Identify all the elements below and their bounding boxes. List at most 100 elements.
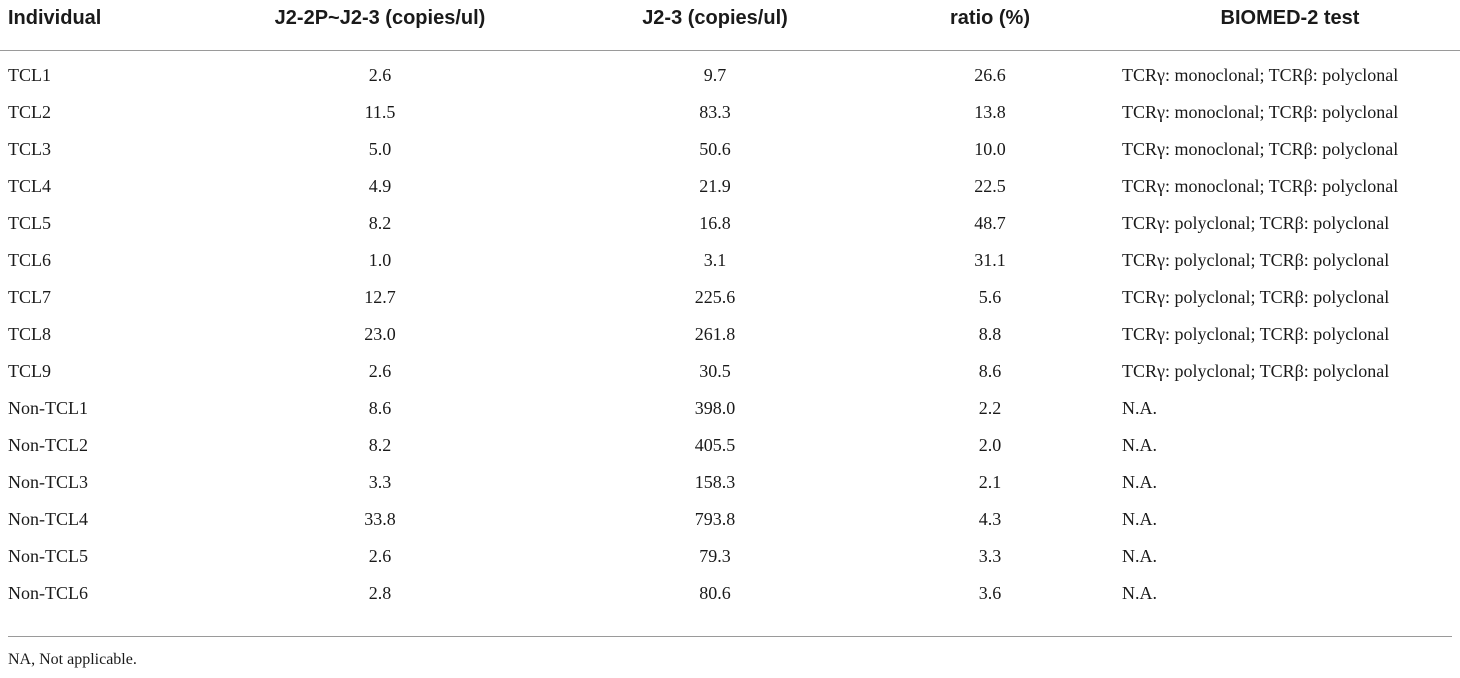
cell-ratio: 13.8: [974, 102, 1006, 122]
cell-ratio: 22.5: [974, 176, 1006, 196]
cell-j2-2p-j2-3: 11.5: [364, 102, 396, 122]
table-row: TCL3 5.0 50.6 10.0 TCRγ: monoclonal; TCRβ: p…: [0, 131, 1460, 168]
data-table-container: Individual J2-2P~J2-3 (copies/ul) J2-3 (…: [0, 0, 1460, 621]
cell-j2-2p-j2-3: 5.0: [368, 139, 392, 159]
table-header: Individual J2-2P~J2-3 (copies/ul) J2-3 (…: [0, 0, 1460, 51]
cell-ratio: 5.6: [978, 287, 1002, 307]
cell-individual: Non-TCL4: [8, 509, 88, 529]
cell-j2-2p-j2-3: 8.2: [368, 435, 392, 455]
cell-j2-2p-j2-3: 1.0: [368, 250, 392, 270]
cell-j2-3: 21.9: [699, 176, 731, 196]
cell-ratio: 3.3: [978, 546, 1002, 566]
header-row: Individual J2-2P~J2-3 (copies/ul) J2-3 (…: [0, 0, 1460, 51]
cell-biomed-2-test: N.A.: [1122, 509, 1157, 529]
cell-j2-2p-j2-3: 33.8: [364, 509, 396, 529]
cell-j2-3: 3.1: [703, 250, 727, 270]
cell-biomed-2-test: TCRγ: polyclonal; TCRβ: polyclonal: [1122, 287, 1390, 307]
table-row: TCL7 12.7 225.6 5.6 TCRγ: polyclonal; TCRβ: …: [0, 279, 1460, 316]
cell-individual: TCL5: [8, 213, 51, 233]
cell-j2-3: 9.7: [703, 65, 727, 85]
header-ratio: ratio (%): [860, 0, 1120, 51]
table-bottom-rule: [8, 636, 1452, 637]
cell-j2-3: 79.3: [699, 546, 731, 566]
header-j2-2p-j2-3: J2-2P~J2-3 (copies/ul): [190, 0, 570, 51]
cell-j2-3: 793.8: [694, 509, 736, 529]
table-row: Non-TCL5 2.6 79.3 3.3 N.A.: [0, 538, 1460, 575]
table-row: Non-TCL4 33.8 793.8 4.3 N.A.: [0, 501, 1460, 538]
cell-ratio: 3.6: [978, 583, 1002, 603]
cell-j2-3: 261.8: [694, 324, 736, 344]
cell-individual: TCL8: [8, 324, 51, 344]
cell-biomed-2-test: TCRγ: polyclonal; TCRβ: polyclonal: [1122, 213, 1390, 233]
cell-individual: Non-TCL5: [8, 546, 88, 566]
header-biomed-2-test: BIOMED-2 test: [1120, 0, 1460, 51]
cell-individual: Non-TCL3: [8, 472, 88, 492]
cell-individual: TCL9: [8, 361, 51, 381]
cell-biomed-2-test: TCRγ: polyclonal; TCRβ: polyclonal: [1122, 361, 1390, 381]
cell-j2-2p-j2-3: 4.9: [368, 176, 392, 196]
cell-ratio: 2.2: [978, 398, 1002, 418]
table-row: TCL6 1.0 3.1 31.1 TCRγ: polyclonal; TCRβ: po…: [0, 242, 1460, 279]
cell-ratio: 31.1: [974, 250, 1006, 270]
cell-ratio: 48.7: [974, 213, 1006, 233]
cell-j2-2p-j2-3: 12.7: [364, 287, 396, 307]
cell-j2-3: 225.6: [694, 287, 736, 307]
cell-j2-3: 398.0: [694, 398, 736, 418]
cell-j2-3: 16.8: [699, 213, 731, 233]
cell-individual: Non-TCL2: [8, 435, 88, 455]
cell-ratio: 8.8: [978, 324, 1002, 344]
table-row: Non-TCL1 8.6 398.0 2.2 N.A.: [0, 390, 1460, 427]
cell-biomed-2-test: TCRγ: polyclonal; TCRβ: polyclonal: [1122, 324, 1390, 344]
cell-individual: TCL3: [8, 139, 51, 159]
cell-biomed-2-test: TCRγ: monoclonal; TCRβ: polyclonal: [1122, 139, 1399, 159]
cell-j2-3: 158.3: [694, 472, 736, 492]
table-row: Non-TCL6 2.8 80.6 3.6 N.A.: [0, 575, 1460, 620]
table-row: TCL8 23.0 261.8 8.8 TCRγ: polyclonal; TCRβ: …: [0, 316, 1460, 353]
cell-ratio: 2.0: [978, 435, 1002, 455]
cell-biomed-2-test: TCRγ: monoclonal; TCRβ: polyclonal: [1122, 65, 1399, 85]
table-row: Non-TCL2 8.2 405.5 2.0 N.A.: [0, 427, 1460, 464]
cell-individual: TCL6: [8, 250, 51, 270]
table-row: TCL2 11.5 83.3 13.8 TCRγ: monoclonal; TCRβ: …: [0, 94, 1460, 131]
table-row: TCL9 2.6 30.5 8.6 TCRγ: polyclonal; TCRβ: po…: [0, 353, 1460, 390]
cell-individual: TCL7: [8, 287, 51, 307]
cell-biomed-2-test: N.A.: [1122, 583, 1157, 603]
cell-biomed-2-test: TCRγ: monoclonal; TCRβ: polyclonal: [1122, 102, 1399, 122]
table-row: Non-TCL3 3.3 158.3 2.1 N.A.: [0, 464, 1460, 501]
cell-j2-2p-j2-3: 8.2: [368, 213, 392, 233]
cell-ratio: 8.6: [978, 361, 1002, 381]
cell-biomed-2-test: TCRγ: polyclonal; TCRβ: polyclonal: [1122, 250, 1390, 270]
cell-ratio: 26.6: [974, 65, 1006, 85]
table-row: TCL5 8.2 16.8 48.7 TCRγ: polyclonal; TCRβ: p…: [0, 205, 1460, 242]
cell-j2-3: 83.3: [699, 102, 731, 122]
cell-j2-2p-j2-3: 23.0: [364, 324, 396, 344]
cell-ratio: 4.3: [978, 509, 1002, 529]
cell-j2-2p-j2-3: 2.8: [368, 583, 392, 603]
cell-j2-2p-j2-3: 2.6: [368, 65, 392, 85]
table-row: TCL4 4.9 21.9 22.5 TCRγ: monoclonal; TCRβ: p…: [0, 168, 1460, 205]
cell-j2-3: 30.5: [699, 361, 731, 381]
cell-biomed-2-test: N.A.: [1122, 546, 1157, 566]
table-footnote: NA, Not applicable.: [8, 651, 137, 668]
table-body: TCL1 2.6 9.7 26.6 TCRγ: monoclonal; TCRβ: po…: [0, 51, 1460, 621]
cell-biomed-2-test: N.A.: [1122, 435, 1157, 455]
cell-individual: Non-TCL6: [8, 583, 88, 603]
cell-j2-2p-j2-3: 8.6: [368, 398, 392, 418]
header-j2-3: J2-3 (copies/ul): [570, 0, 860, 51]
cell-j2-2p-j2-3: 2.6: [368, 546, 392, 566]
results-table: Individual J2-2P~J2-3 (copies/ul) J2-3 (…: [0, 0, 1460, 621]
cell-individual: TCL1: [8, 65, 51, 85]
cell-individual: TCL2: [8, 102, 51, 122]
cell-j2-3: 405.5: [694, 435, 736, 455]
cell-individual: Non-TCL1: [8, 398, 88, 418]
cell-biomed-2-test: N.A.: [1122, 398, 1157, 418]
cell-j2-2p-j2-3: 2.6: [368, 361, 392, 381]
table-row: TCL1 2.6 9.7 26.6 TCRγ: monoclonal; TCRβ: po…: [0, 51, 1460, 95]
cell-j2-2p-j2-3: 3.3: [368, 472, 392, 492]
cell-individual: TCL4: [8, 176, 51, 196]
header-individual: Individual: [0, 0, 190, 51]
cell-biomed-2-test: TCRγ: monoclonal; TCRβ: polyclonal: [1122, 176, 1399, 196]
cell-ratio: 10.0: [974, 139, 1006, 159]
cell-biomed-2-test: N.A.: [1122, 472, 1157, 492]
cell-j2-3: 80.6: [699, 583, 731, 603]
